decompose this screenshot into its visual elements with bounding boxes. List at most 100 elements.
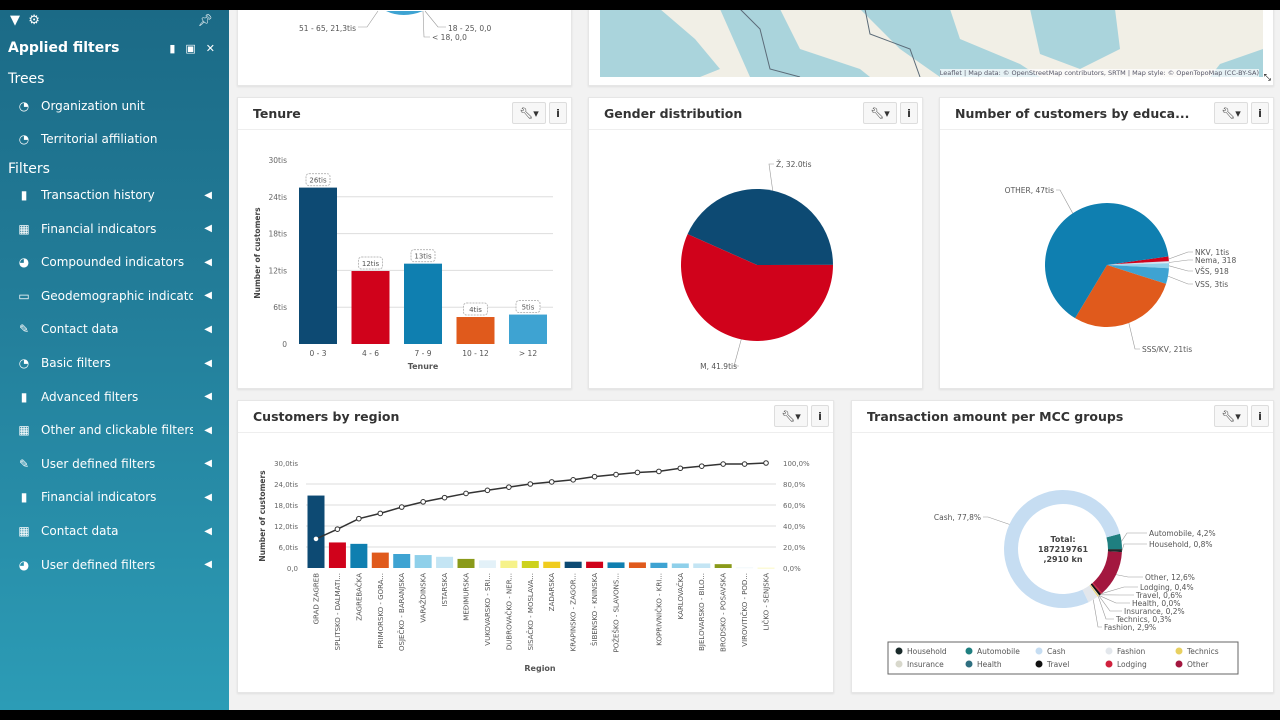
chevron-left-icon[interactable]: ◀ [204, 491, 212, 503]
leader-line [1056, 189, 1074, 214]
chevron-left-icon[interactable]: ◀ [204, 525, 212, 537]
cumulative-point [420, 499, 426, 505]
filter-item[interactable]: ▮ Transaction history ◀ [16, 184, 216, 206]
cumulative-point [741, 461, 748, 467]
bar [736, 567, 754, 569]
close-icon[interactable]: ✕ [205, 42, 215, 55]
cumulative-point [591, 473, 598, 480]
x-tick-label: KRAPINSKO - ZAGOR... [570, 573, 578, 651]
info-button[interactable]: i [1251, 405, 1269, 427]
chevron-left-icon[interactable]: ◀ [204, 223, 212, 235]
age-label: < 18, 0,0 [432, 33, 467, 42]
y-axis-title: Number of customers [253, 207, 262, 299]
bar [414, 555, 432, 568]
chevron-left-icon[interactable]: ◀ [204, 458, 212, 470]
y-tick-label: 18tis [269, 230, 288, 239]
map[interactable]: Leaflet | Map data: © OpenStreetMap cont… [600, 9, 1263, 77]
leader-line [1167, 275, 1193, 285]
pie-slice [681, 234, 833, 341]
settings-dropdown-button[interactable]: 🔧︎▾ [774, 405, 808, 427]
pie-slice [1106, 261, 1170, 266]
pie-slice [1107, 549, 1122, 553]
chevron-left-icon[interactable]: ◀ [204, 424, 212, 436]
new-file-icon[interactable]: ▮ [169, 42, 176, 55]
bar [371, 552, 389, 568]
filter-item-label: Basic filters [41, 356, 111, 370]
region-chart: 0,0 0,0% 6,0tis 20,0% 12,0tis 40,0% 18,0tis 60,… [258, 460, 810, 673]
x-tick-label: BRODSKO - POSAVSKA [720, 573, 728, 652]
filter-item-label: Compounded indicators [41, 255, 185, 270]
cumulative-point [763, 460, 769, 466]
legend-item: Automobile [977, 647, 1020, 656]
data-label-box [358, 256, 383, 270]
filter-item[interactable]: ▦ Contact data ◀ [16, 520, 216, 542]
x-tick-label: 4 - 6 [362, 349, 379, 358]
leader-line [983, 516, 1010, 525]
bar [478, 560, 496, 568]
filter-item[interactable]: ✎ Contact data ◀ [16, 318, 216, 340]
filter-item-label: Transaction history [41, 188, 155, 202]
chevron-left-icon[interactable]: ◀ [204, 559, 212, 571]
legend-marker [895, 647, 903, 655]
slice-label: Ž, 32.0tis [776, 160, 812, 169]
map-attribution[interactable]: Leaflet | Map data: © OpenStreetMap cont… [939, 69, 1259, 77]
filter-item[interactable]: ▭ Geodemographic indicators ◀ [16, 285, 216, 307]
x-tick-label: GRAD ZAGREB [313, 573, 321, 625]
settings-dropdown-button[interactable]: 🔧︎▾ [512, 102, 546, 124]
tree-item[interactable]: ◔ Territorial affiliation [16, 128, 216, 150]
chevron-left-icon[interactable]: ◀ [204, 189, 212, 201]
legend-item: Cash [1047, 647, 1066, 656]
filter-item[interactable]: ▮ Advanced filters ◀ [16, 386, 216, 408]
x-tick-label: VUKOVARSKO - SRI... [484, 573, 492, 646]
filter-item[interactable]: ◔ Basic filters ◀ [16, 352, 216, 374]
filter-item[interactable]: ◕ User defined filters ◀ [16, 554, 216, 576]
filter-item[interactable]: ▮ Financial indicators ◀ [16, 486, 216, 508]
wrench-icon: 🔧︎▾ [1221, 106, 1241, 120]
tree-item[interactable]: ◔ Organization unit [16, 95, 216, 117]
bar [586, 561, 604, 568]
info-button[interactable]: i [549, 102, 567, 124]
info-button[interactable]: i [811, 405, 829, 427]
pin-icon[interactable]: 📌︎ [197, 13, 213, 27]
x-tick-label: LIČKO - SENJSKA [762, 573, 771, 631]
settings-dropdown-button[interactable]: 🔧︎▾ [1214, 102, 1248, 124]
slice-label: Cash, 77,8% [934, 513, 981, 522]
chevron-left-icon[interactable]: ◀ [204, 256, 212, 268]
settings-dropdown-button[interactable]: 🔧︎▾ [863, 102, 897, 124]
filter-item[interactable]: ◕ Compounded indicators ◀ [16, 251, 216, 273]
leader-line [1097, 596, 1114, 620]
leader-line [1099, 595, 1130, 604]
cumulative-point [398, 504, 405, 510]
chevron-left-icon[interactable]: ◀ [204, 357, 212, 369]
donut-center-label: Total: [1050, 535, 1075, 544]
cumulative-point [506, 484, 512, 490]
chevron-left-icon[interactable]: ◀ [204, 391, 212, 403]
pie-slice [1091, 582, 1103, 595]
info-button[interactable]: i [1251, 102, 1269, 124]
slice-label: M, 41.9tis [700, 362, 737, 371]
bar [757, 567, 775, 569]
leader-line [1098, 595, 1122, 612]
slice-label: SSS/KV, 21tis [1142, 345, 1192, 354]
filter-icon[interactable]: ▼ [10, 13, 20, 28]
filter-item[interactable]: ✎ User defined filters ◀ [16, 453, 216, 475]
filter-item[interactable]: ▦ Financial indicators ◀ [16, 218, 216, 240]
chevron-left-icon[interactable]: ◀ [204, 323, 212, 335]
filter-item-label: User defined filters [41, 557, 156, 572]
data-label: 13tis [414, 253, 432, 261]
resize-icon[interactable]: ⤡ [1263, 73, 1271, 83]
legend-marker [1175, 660, 1183, 668]
data-label: 12tis [362, 260, 380, 268]
save-icon[interactable]: ▣ [185, 42, 196, 55]
x-tick-label: VARAŽDINSKA [419, 573, 428, 623]
info-button[interactable]: i [900, 102, 918, 124]
settings-icon[interactable]: ⚙ [28, 13, 40, 28]
cumulative-point [720, 461, 726, 467]
bar [436, 556, 454, 568]
leader-line [1168, 251, 1193, 260]
filter-item[interactable]: ▦ Other and clickable filters ◀ [16, 419, 216, 441]
chevron-left-icon[interactable]: ◀ [204, 290, 212, 302]
settings-dropdown-button[interactable]: 🔧︎▾ [1214, 405, 1248, 427]
pie-slice [1107, 256, 1169, 265]
data-label-box [410, 249, 436, 263]
